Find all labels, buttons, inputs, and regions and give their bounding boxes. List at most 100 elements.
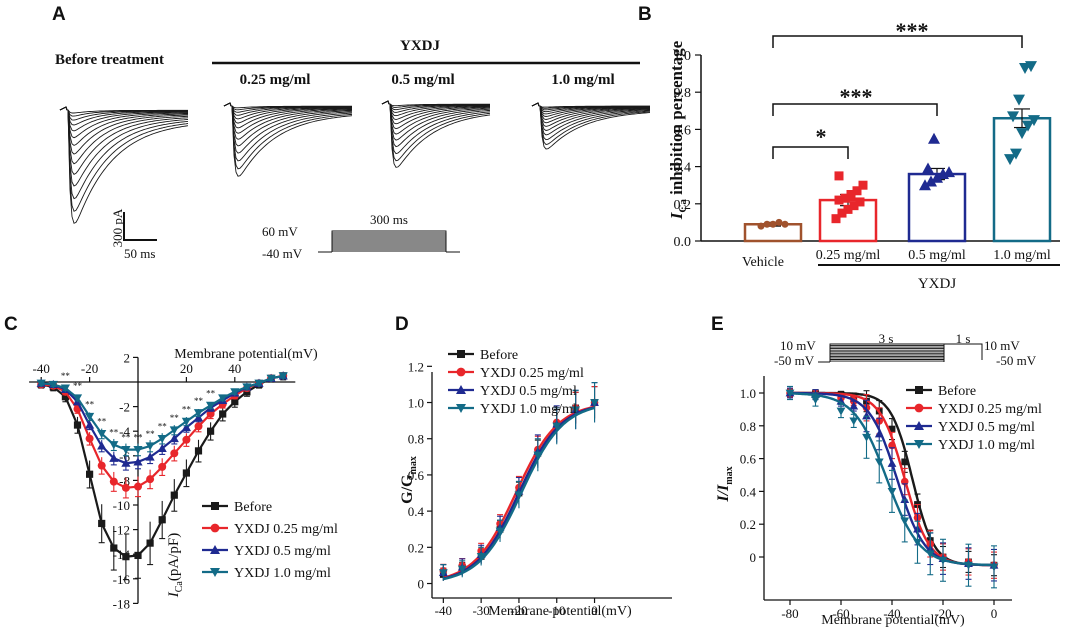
trace <box>223 102 353 129</box>
c-series <box>36 371 288 581</box>
legend-marker-2 <box>456 385 466 394</box>
c-point <box>254 379 264 388</box>
e-protocol-step <box>829 360 945 362</box>
protocol-step <box>331 248 447 252</box>
trace <box>223 102 352 124</box>
b-point <box>843 204 853 214</box>
e-point <box>849 401 859 410</box>
legend-label-3: YXDJ 1.0 mg/ml <box>234 566 331 581</box>
c-point <box>98 519 106 528</box>
sig-label-2: *** <box>840 84 873 109</box>
c-point <box>133 457 143 466</box>
e-x-tick-label-1: -60 <box>832 606 849 621</box>
c-sig-mark-12: ** <box>206 388 216 398</box>
d-x-tick-label-2: -20 <box>510 603 527 618</box>
b-point <box>763 220 771 228</box>
panel-e: 10 mV -50 mV 3 s 1 s 10 mV -50 mV -80 -60… <box>715 331 1042 628</box>
trace <box>531 102 650 120</box>
c-point <box>278 372 288 381</box>
sig-bracket-3 <box>772 35 1023 48</box>
c-point <box>133 446 143 455</box>
e-x-axis-label: Membrane potential(mV) <box>821 613 965 628</box>
d-point <box>571 406 581 415</box>
legend-label-3: YXDJ 1.0 mg/ml <box>938 438 1035 453</box>
c-y-tick-label-2: -4 <box>119 424 130 439</box>
legend-marker-0 <box>211 502 219 510</box>
b-tick-label-1: 0.2 <box>674 198 692 213</box>
c-point <box>121 483 130 492</box>
trace <box>381 100 490 130</box>
c-sig-mark-6: ** <box>134 433 144 443</box>
d-point <box>438 569 448 578</box>
c-point <box>194 422 203 431</box>
legend-label-2: YXDJ 0.5 mg/ml <box>480 384 577 399</box>
c-y-tick-label-4: -8 <box>119 473 130 488</box>
trace <box>59 106 189 146</box>
c-point <box>121 458 131 467</box>
c-point <box>242 383 252 392</box>
trace <box>59 106 189 187</box>
c-point <box>146 539 154 547</box>
b-point <box>928 132 940 144</box>
trace <box>381 100 491 141</box>
trace <box>59 106 189 212</box>
c-point <box>266 374 276 383</box>
c-point <box>157 434 167 444</box>
sig-label-3: *** <box>896 18 929 43</box>
c-point <box>206 409 215 418</box>
c-point <box>122 553 130 561</box>
trace <box>59 106 189 155</box>
trace <box>381 100 491 148</box>
c-point <box>193 409 204 418</box>
current-traces-before <box>59 106 189 224</box>
c-point <box>231 398 239 406</box>
c-point <box>61 393 69 401</box>
c-sig-mark-3: ** <box>97 417 107 427</box>
trace <box>531 102 650 117</box>
legend-label-3: YXDJ 1.0 mg/ml <box>480 402 577 417</box>
trace <box>59 106 188 126</box>
c-point <box>181 422 191 432</box>
e-y-tick-label-0: 0 <box>750 550 757 565</box>
c-point <box>109 453 119 462</box>
panel-label-d: D <box>395 314 409 335</box>
c-point <box>218 394 228 403</box>
trace <box>59 106 188 132</box>
c-point <box>206 401 216 410</box>
e-point <box>785 389 795 398</box>
e-point <box>874 458 884 467</box>
b-x-label-2: 0.5 mg/ml <box>908 248 966 263</box>
trace <box>223 102 353 154</box>
d-legend: Before YXDJ 0.25 mg/ml YXDJ 0.5 mg/ml YXDJ … <box>448 348 584 417</box>
b-tick-label-3: 0.6 <box>674 123 692 138</box>
e-point <box>849 417 859 426</box>
c-point <box>60 384 70 393</box>
d-x-tick-label-3: -10 <box>548 603 565 618</box>
c-x-axis-label: Membrane potential(mV) <box>174 347 318 362</box>
b-point <box>855 197 865 207</box>
d-point <box>552 422 562 431</box>
e-protocol-top-left: 10 mV <box>780 338 816 353</box>
c-point <box>110 544 118 552</box>
trace <box>59 106 189 200</box>
scale-current-label: 300 pA <box>110 208 125 247</box>
trace <box>381 100 491 168</box>
b-point <box>846 190 856 199</box>
trace <box>531 102 651 141</box>
b-point <box>834 195 844 205</box>
trace <box>531 102 651 150</box>
protocol-bottom-label: -40 mV <box>262 246 303 261</box>
d-y-axis-label: G/Gmax <box>399 456 419 504</box>
d-point <box>495 527 505 536</box>
d-point <box>476 552 486 561</box>
c-point <box>97 461 106 470</box>
panel-b: 0.0 0.2 0.4 0.6 0.8 1.0 Vehicle 0.25 mg/ml 0.5 … <box>667 18 1060 292</box>
e-protocol-duration-1: 3 s <box>879 331 894 346</box>
b-point <box>775 218 783 226</box>
b-point <box>1007 111 1019 123</box>
e-y-tick-label-4: 0.8 <box>740 419 756 434</box>
c-sig-mark-7: ** <box>146 429 156 439</box>
e-point <box>836 407 846 416</box>
b-point <box>922 162 934 174</box>
c-sig-mark-2: ** <box>85 399 95 409</box>
